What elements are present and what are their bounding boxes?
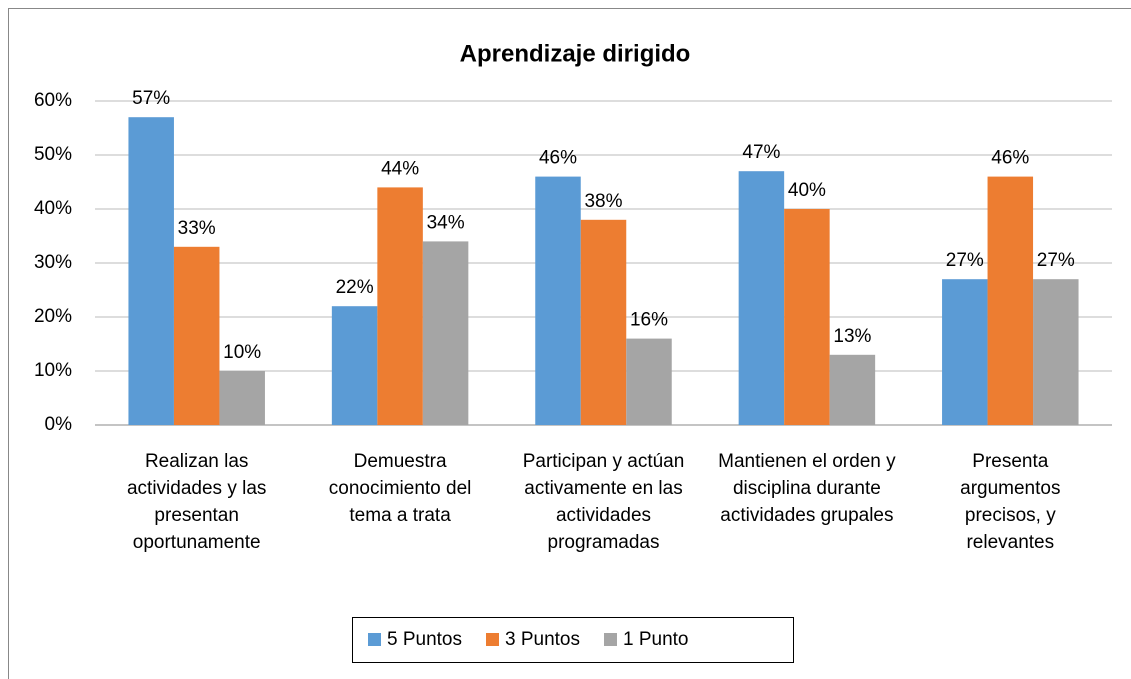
chart-border bbox=[8, 8, 1131, 679]
y-tick-label: 10% bbox=[34, 360, 72, 381]
legend-label: 1 Punto bbox=[623, 629, 689, 650]
data-label: 13% bbox=[833, 326, 871, 347]
data-label: 47% bbox=[742, 142, 780, 163]
bar bbox=[173, 246, 220, 425]
bar bbox=[1033, 279, 1079, 425]
legend-box bbox=[352, 617, 794, 663]
bar bbox=[738, 171, 785, 425]
bar bbox=[987, 176, 1034, 425]
x-tick-label: Presenta argumentos precisos, y relevant… bbox=[960, 451, 1061, 553]
data-label: 22% bbox=[336, 277, 374, 298]
data-label: 46% bbox=[539, 148, 577, 169]
bar bbox=[580, 219, 627, 425]
legend-swatch bbox=[604, 633, 617, 646]
y-tick-label: 50% bbox=[34, 144, 72, 165]
x-tick-label: Realizan las actividades y las presentan… bbox=[126, 451, 267, 553]
legend-label: 3 Puntos bbox=[505, 629, 580, 650]
data-label: 38% bbox=[584, 191, 622, 212]
data-label: 33% bbox=[178, 218, 216, 239]
data-label: 44% bbox=[381, 158, 419, 179]
data-label: 46% bbox=[991, 148, 1029, 169]
x-tick-label: Mantienen el orden y disciplina durante … bbox=[718, 451, 896, 526]
data-label: 40% bbox=[788, 180, 826, 201]
data-label: 27% bbox=[1037, 250, 1075, 271]
bar bbox=[535, 176, 581, 425]
bar bbox=[829, 354, 876, 425]
legend-label: 5 Puntos bbox=[387, 629, 462, 650]
bar bbox=[219, 371, 265, 425]
data-label: 27% bbox=[946, 250, 984, 271]
legend-swatch bbox=[368, 633, 381, 646]
data-label: 10% bbox=[223, 342, 261, 363]
data-label: 16% bbox=[630, 310, 668, 331]
data-label: 57% bbox=[132, 88, 170, 109]
y-tick-label: 40% bbox=[34, 198, 72, 219]
data-label: 34% bbox=[427, 212, 465, 233]
x-tick-label: Participan y actúan activamente en las a… bbox=[522, 451, 685, 553]
x-tick-label: Demuestra conocimiento del tema a trata bbox=[328, 451, 472, 526]
bar bbox=[128, 117, 174, 425]
y-tick-label: 60% bbox=[34, 90, 72, 111]
bar bbox=[377, 187, 423, 425]
bar bbox=[784, 209, 830, 425]
y-tick-label: 0% bbox=[45, 414, 73, 435]
y-tick-label: 30% bbox=[34, 252, 72, 273]
bar bbox=[626, 338, 672, 425]
bar bbox=[331, 306, 378, 425]
bar bbox=[422, 241, 469, 425]
y-tick-label: 20% bbox=[34, 306, 72, 327]
legend-swatch bbox=[486, 633, 499, 646]
bar bbox=[942, 279, 988, 425]
chart-title: Aprendizaje dirigido bbox=[460, 40, 691, 67]
